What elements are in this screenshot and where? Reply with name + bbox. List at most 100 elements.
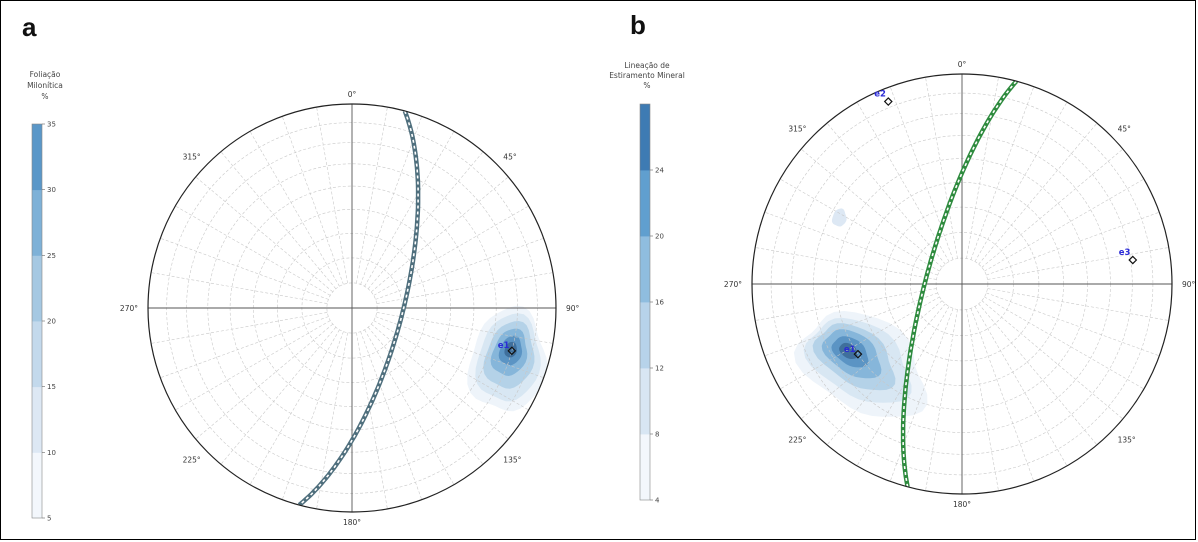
grid-radial-line — [981, 148, 1124, 268]
direction-label-315: 315° — [183, 153, 201, 162]
eigenvector-label-e1: e1 — [498, 341, 510, 351]
grid-radial-line — [987, 288, 1169, 321]
colorbar-tick-label: 5 — [47, 515, 51, 523]
grid-radial-line — [367, 327, 484, 465]
eigenvector-label-e2: e2 — [874, 90, 886, 100]
eigenvectors-b: e1 e2 e3 — [844, 90, 1138, 359]
direction-label-225: 225° — [788, 436, 806, 445]
grid-radial-line — [316, 107, 348, 284]
eigenvector-marker-e1 — [853, 349, 863, 359]
density-contours-b — [793, 208, 928, 417]
colorbar-tick-label: 25 — [47, 252, 56, 260]
grid-radial-line — [755, 247, 937, 280]
colorbar-segment — [32, 386, 42, 453]
colorbar-segment — [640, 368, 650, 435]
direction-labels-b: 0° 45° 90° 135° 180° 225° 270° 315° — [724, 60, 1196, 509]
grid-radial-line — [889, 86, 954, 260]
great-circle-a — [297, 110, 421, 507]
direction-label-0: 0° — [348, 90, 357, 99]
panel-letter-b: b — [630, 10, 646, 40]
colorbar-a-title-line3: % — [41, 92, 48, 101]
grid-radial-line — [925, 309, 958, 491]
grid-radial-line — [984, 296, 1145, 390]
density-contours-a — [467, 305, 548, 412]
panel-letter-a: a — [22, 12, 37, 42]
colorbar-b-title-line1: Lineação de — [624, 61, 670, 70]
direction-label-90: 90° — [1182, 280, 1196, 289]
grid-radial-line — [373, 205, 529, 296]
great-circle-band — [900, 79, 1019, 488]
grid-radial-line — [764, 211, 938, 276]
grid-radial-line — [364, 329, 455, 485]
direction-label-180: 180° — [343, 518, 361, 527]
eigenvector-marker-e2 — [883, 97, 893, 106]
grid-radial-line — [800, 300, 943, 420]
eigenvector-label-e3: e3 — [1119, 248, 1131, 258]
grid-radial-line — [779, 178, 940, 272]
colorbar-tick-label: 4 — [655, 497, 660, 505]
grid-radial-line — [978, 303, 1098, 446]
grid-radial-line — [779, 296, 940, 390]
stereonet-a: 0° 45° 90° 135° 180° 225° 270° 315° e1 — [120, 90, 580, 527]
colorbar-segment — [640, 104, 650, 171]
grid-radial-line — [986, 211, 1160, 276]
grid-radial-line — [371, 176, 509, 293]
grid-radial-line — [367, 151, 484, 289]
eigenvector-marker-e1 — [507, 346, 517, 356]
grid-radial-line — [151, 312, 328, 344]
grid-radial-line — [281, 116, 344, 285]
grid-radial-line — [376, 272, 553, 304]
grid-radial-line — [800, 148, 943, 268]
grid-radial-line — [984, 178, 1145, 272]
colorbar-tick-label: 20 — [47, 318, 56, 326]
direction-label-135: 135° — [1118, 436, 1136, 445]
colorbar-segment — [640, 236, 650, 303]
grid-radial-line — [220, 151, 337, 289]
grid-radial-line — [195, 176, 333, 293]
grid-radial-line — [755, 288, 937, 321]
grid-radial-line — [175, 320, 331, 411]
colorbar-a-title-line2: Milonítica — [27, 81, 63, 90]
grid-radial-line — [151, 272, 328, 304]
primitive-circle-a — [147, 103, 557, 513]
grid-radial-line — [364, 131, 455, 287]
grid-radial-line — [856, 306, 950, 467]
grid-radial-line — [925, 77, 958, 259]
colorbar-tick-label: 16 — [655, 299, 664, 307]
grid-radial-line — [970, 86, 1035, 260]
colorbar-segment — [640, 170, 650, 237]
colorbar-a-title-line1: Foliação — [30, 70, 61, 79]
grid-radial-line — [978, 122, 1098, 265]
grid-radial-line — [966, 77, 999, 259]
colorbar-tick-label: 12 — [655, 365, 664, 373]
grid-radial-line — [981, 300, 1124, 420]
grid-radial-line — [966, 309, 999, 491]
stereonet-b: 0° 45° 90° 135° 180° 225° 270° 315° e1 e2 e3 — [724, 60, 1196, 509]
grid-radial-line — [160, 237, 329, 300]
colorbar-tick-label: 35 — [47, 121, 56, 129]
grid-radial-line — [826, 122, 946, 265]
grid-radial-line — [856, 101, 950, 262]
eigenvector-marker-e3 — [1128, 255, 1138, 265]
colorbar-b: Lineação de Estiramento Mineral % 4 8 12 16… — [609, 61, 685, 505]
colorbar-tick-label: 15 — [47, 383, 56, 391]
grid-radial-line — [974, 306, 1068, 467]
direction-label-45: 45° — [503, 153, 517, 162]
colorbar-b-title-line3: % — [643, 81, 650, 90]
density-contour-level-6 — [504, 341, 517, 358]
colorbar-segment — [32, 189, 42, 256]
colorbar-a: Foliação Milonítica % 5 10 15 20 25 30 35 — [27, 70, 63, 523]
grid-radial-line — [249, 329, 340, 485]
direction-label-45: 45° — [1118, 124, 1132, 133]
direction-label-270: 270° — [724, 280, 742, 289]
direction-label-270: 270° — [120, 304, 138, 313]
colorbar-tick-label: 30 — [47, 186, 56, 194]
grid-radial-line — [281, 331, 344, 500]
colorbar-segment — [32, 255, 42, 322]
direction-label-90: 90° — [566, 304, 580, 313]
grid-radial-line — [889, 308, 954, 482]
grid-radial-line — [764, 292, 938, 357]
grid-radial-line — [356, 107, 388, 284]
